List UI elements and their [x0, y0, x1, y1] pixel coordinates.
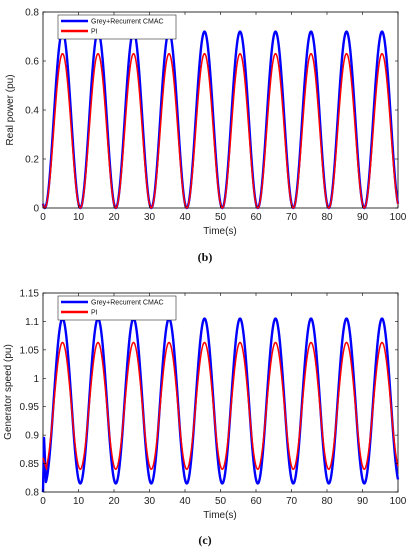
y-tick-label: 0.6 [25, 57, 39, 68]
x-tick-label: 30 [144, 212, 156, 223]
y-tick-label: 0.8 [25, 488, 39, 499]
series-1-peak-point [382, 342, 383, 343]
series-1-peak-point [133, 53, 134, 54]
series-0-peak-point [240, 318, 241, 319]
x-tick-label: 10 [73, 212, 85, 223]
series-1-peak-point [346, 53, 347, 54]
x-tick-label: 90 [357, 212, 369, 223]
series-0-peak-point [311, 31, 312, 32]
figure-caption: (b) [198, 250, 213, 264]
series-0-peak-point [275, 31, 276, 32]
series-1-peak-point [240, 53, 241, 54]
series-1-peak-point [311, 53, 312, 54]
figure-caption: (c) [198, 533, 211, 547]
x-tick-label: 60 [250, 212, 262, 223]
legend-box [57, 14, 177, 40]
series-1-peak-point [204, 342, 205, 343]
series-1-peak-point [62, 53, 63, 54]
series-0-peak-point [382, 318, 383, 319]
x-tick-label: 40 [179, 496, 191, 507]
legend: Grey+Recurrent CMAC PI [57, 295, 177, 321]
y-tick-label: 1.15 [20, 289, 40, 300]
series-1-peak-point [311, 342, 312, 343]
y-tick-label: 1.1 [25, 317, 39, 328]
series-0-peak-point [311, 318, 312, 319]
series-0-peak-point [382, 31, 383, 32]
x-tick-label: 20 [108, 496, 120, 507]
series-line-1 [42, 52, 399, 209]
series-0-peak-point [346, 318, 347, 319]
y-tick-label: 0.9 [25, 431, 39, 442]
x-tick-label: 70 [286, 496, 298, 507]
series-1-peak-point [98, 53, 99, 54]
x-axis-label: Time(s) [203, 510, 237, 521]
series-1-peak-point [98, 342, 99, 343]
series-1-peak-point [204, 53, 205, 54]
y-tick-label: 0.8 [25, 8, 39, 19]
series-1-peak-point [133, 342, 134, 343]
real-power-chart: 0 10 20 30 40 50 60 70 80 90 100 0 0.2 0.4 0.6 0.8 Grey… [5, 8, 407, 265]
series-layer [41, 30, 400, 210]
y-tick-label: 1.05 [20, 345, 40, 356]
series-1-peak-point [169, 53, 170, 54]
x-tick-label: 80 [321, 496, 333, 507]
legend-label-0: Grey+Recurrent CMAC [91, 19, 164, 26]
legend: Grey+Recurrent CMAC PI [57, 14, 177, 40]
series-line-1 [42, 341, 399, 471]
y-tick-label: 0.95 [20, 402, 40, 413]
x-tick-label: 90 [357, 496, 369, 507]
x-tick-label: 20 [108, 212, 120, 223]
series-1-peak-point [240, 342, 241, 343]
series-0-peak-point [204, 31, 205, 32]
x-tick-label: 0 [40, 212, 46, 223]
series-layer [41, 317, 400, 493]
x-tick-label: 80 [321, 212, 333, 223]
series-1-peak-point [62, 342, 63, 343]
y-tick-label: 0.2 [25, 155, 39, 166]
series-0-peak-point [240, 31, 241, 32]
y-axis-label: Generator speed (pu) [3, 344, 14, 440]
x-tick-label: 60 [250, 496, 262, 507]
x-tick-label: 70 [286, 212, 298, 223]
x-tick-label: 40 [179, 212, 191, 223]
series-1-peak-point [346, 342, 347, 343]
ticks-layer: 0 10 20 30 40 50 60 70 80 90 100 0 0.2 0.4 0.6 0.8 [25, 8, 407, 224]
x-tick-label: 50 [215, 496, 227, 507]
ticks-layer: 0 10 20 30 40 50 60 70 80 90 100 0.8 0.85 0.9 0.95 1 1.0… [20, 289, 407, 508]
x-axis-label: Time(s) [203, 226, 237, 237]
y-axis-label: Real power (pu) [5, 74, 16, 145]
series-line-0 [41, 317, 400, 493]
series-1-peak-point [275, 53, 276, 54]
x-tick-label: 50 [215, 212, 227, 223]
series-0-peak-point [275, 318, 276, 319]
legend-label-0: Grey+Recurrent CMAC [91, 300, 164, 307]
series-1-peak-point [275, 342, 276, 343]
legend-label-1: PI [91, 29, 98, 36]
x-tick-label: 10 [73, 496, 85, 507]
generator-speed-chart: 0 10 20 30 40 50 60 70 80 90 100 0.8 0.85 0.9 0.95 1 1.0… [3, 289, 407, 548]
series-1-peak-point [169, 342, 170, 343]
x-tick-label: 100 [390, 496, 407, 507]
y-tick-label: 0.85 [20, 459, 40, 470]
series-0-peak-point [204, 318, 205, 319]
x-tick-label: 30 [144, 496, 156, 507]
legend-box [57, 295, 177, 321]
y-tick-label: 1 [33, 374, 39, 385]
y-tick-label: 0.4 [25, 106, 39, 117]
y-tick-label: 0 [33, 204, 39, 215]
legend-label-1: PI [91, 310, 98, 317]
series-1-peak-point [382, 53, 383, 54]
x-tick-label: 0 [40, 496, 46, 507]
series-0-peak-point [346, 31, 347, 32]
x-tick-label: 100 [390, 212, 407, 223]
